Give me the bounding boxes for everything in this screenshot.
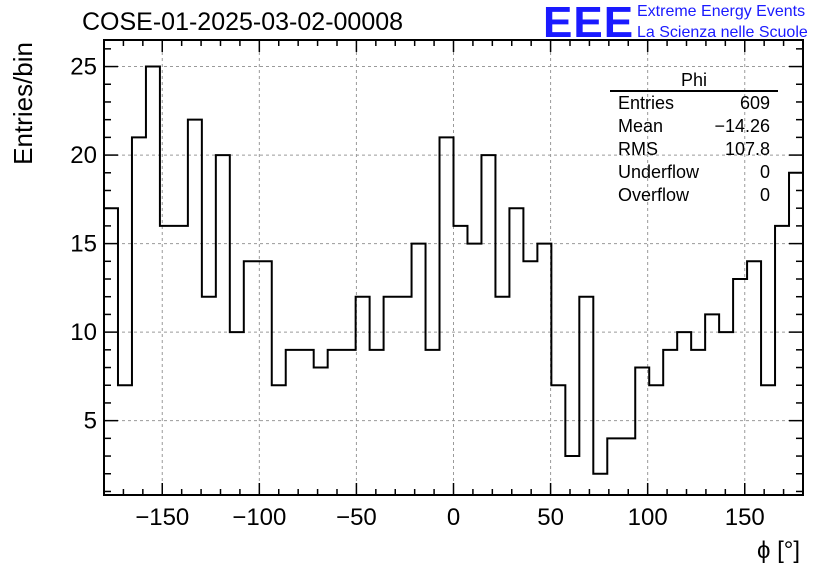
stats-value: −14.26: [714, 116, 770, 136]
histogram-bin: [258, 261, 272, 495]
stats-label: Mean: [618, 116, 664, 136]
stats-label: Underflow: [618, 162, 700, 182]
histogram-bin: [230, 332, 244, 495]
histogram-bin: [775, 226, 789, 495]
x-tick-label: −100: [232, 504, 286, 531]
histogram-bin: [412, 244, 426, 495]
histogram-bin: [328, 350, 342, 495]
x-tick-label: −150: [135, 504, 189, 531]
histogram-bin: [523, 261, 537, 495]
histogram-bin: [104, 208, 118, 495]
stats-row-entries: Entries 609: [610, 92, 778, 115]
y-tick-label: 10: [70, 319, 97, 346]
histogram-bin: [300, 350, 314, 495]
y-tick-label: 5: [84, 408, 97, 435]
histogram-bin: [272, 385, 286, 495]
stats-row-overflow: Overflow 0: [610, 184, 778, 207]
x-tick-label: 50: [537, 504, 564, 531]
histogram-bin: [635, 368, 649, 495]
histogram-bin: [146, 67, 160, 495]
histogram-bin: [481, 155, 495, 495]
histogram-bin: [537, 244, 551, 495]
histogram-bin: [118, 385, 132, 495]
eee-logo-icon: EEE: [543, 0, 635, 47]
histogram-bin: [649, 385, 663, 495]
histogram-bin: [426, 350, 440, 495]
stats-value: 0: [759, 185, 770, 205]
histogram-bin: [467, 244, 481, 495]
histogram-bin: [579, 297, 593, 495]
y-tick-label: 25: [70, 54, 97, 81]
histogram-bin: [593, 474, 607, 495]
stats-label: RMS: [618, 139, 658, 159]
stats-value: 0: [759, 162, 770, 182]
y-tick-label: 20: [70, 142, 97, 169]
histogram-bin: [677, 332, 691, 495]
histogram-bin: [747, 261, 761, 495]
histogram-bin: [384, 297, 398, 495]
histogram-bin: [621, 438, 635, 495]
histogram-bin: [551, 385, 565, 495]
y-tick-label: 15: [70, 231, 97, 258]
histogram-bin: [370, 350, 384, 495]
histogram-bin: [174, 226, 188, 495]
histogram-bin: [663, 350, 677, 495]
x-axis-label: ϕ [°]: [757, 537, 800, 564]
histogram-bin: [132, 137, 146, 495]
stats-box: Phi Entries 609 Mean −14.26 RMS 107.8 Un…: [610, 70, 778, 207]
logo-text-line1: Extreme Energy Events: [637, 3, 806, 20]
x-tick-label: 100: [628, 504, 668, 531]
histogram-bin: [314, 368, 328, 495]
histogram-bin: [398, 297, 412, 495]
histogram-bin: [719, 332, 733, 495]
histogram-bin: [286, 350, 300, 495]
stats-value: 107.8: [724, 139, 770, 159]
histogram-series-line: [104, 65, 803, 475]
histogram-bin: [244, 261, 258, 495]
histogram-bin: [565, 456, 579, 495]
histogram-bin: [342, 350, 356, 495]
histogram-bin: [454, 226, 468, 495]
stats-row-mean: Mean −14.26: [610, 115, 778, 138]
histogram-bin: [188, 120, 202, 495]
histogram-bin: [705, 314, 719, 495]
chart-title: COSE-01-2025-03-02-00008: [82, 8, 404, 36]
stats-label: Overflow: [618, 185, 690, 205]
logo-text-line2: La Scienza nelle Scuole: [637, 24, 808, 41]
histogram-bin: [509, 208, 523, 495]
x-tick-label: −50: [336, 504, 377, 531]
stats-value: 609: [739, 93, 770, 113]
histogram-bin: [440, 137, 454, 495]
stats-row-underflow: Underflow 0: [610, 161, 778, 184]
histogram-bin: [495, 297, 509, 495]
histogram-bin: [761, 385, 775, 495]
histogram-bin: [789, 173, 803, 495]
stats-label: Entries: [618, 93, 675, 113]
histogram-bin: [216, 155, 230, 495]
y-axis-label: Entries/bin: [8, 42, 38, 165]
x-tick-label: 0: [447, 504, 460, 531]
histogram-bin: [607, 438, 621, 495]
stats-title: Phi: [610, 70, 778, 92]
histogram-bin: [202, 297, 216, 495]
histogram-bin: [356, 297, 370, 495]
stats-row-rms: RMS 107.8: [610, 138, 778, 161]
x-tick-label: 150: [725, 504, 765, 531]
histogram-bin: [691, 350, 705, 495]
